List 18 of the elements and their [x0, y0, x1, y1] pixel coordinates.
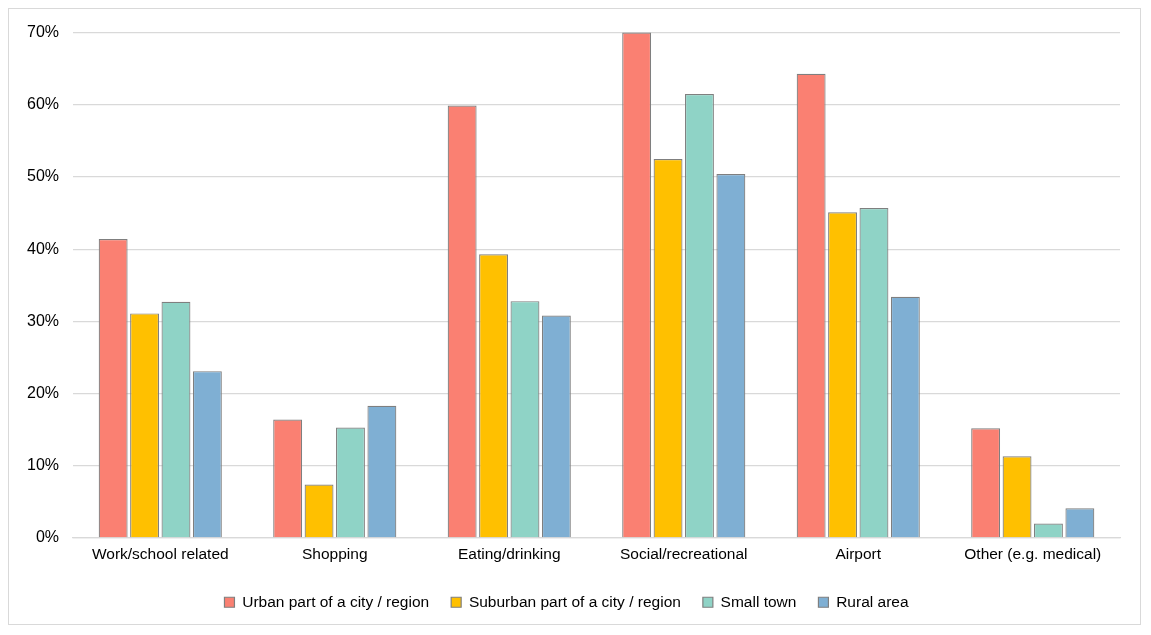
x-tick-label: Other (e.g. medical): [964, 545, 1102, 563]
y-tick-label: 60%: [26, 95, 60, 113]
x-tick-label: Airport: [835, 545, 882, 563]
legend-label: Urban part of a city / region: [242, 592, 430, 610]
y-tick-label: 30%: [26, 311, 60, 329]
x-tick-label: Eating/drinking: [457, 545, 561, 563]
y-tick-label: 20%: [26, 383, 60, 401]
legend-label: Rural area: [836, 592, 909, 610]
legend-label: Small town: [720, 592, 797, 610]
y-tick-label: 10%: [26, 456, 60, 474]
y-tick-label: 40%: [26, 239, 60, 257]
x-tick-label: Shopping: [302, 545, 368, 563]
y-tick-label: 50%: [26, 167, 60, 185]
x-tick-label: Social/recreational: [620, 545, 748, 563]
legend-label: Suburban part of a city / region: [468, 592, 681, 610]
y-tick-label: 70%: [26, 23, 60, 41]
y-tick-label: 0%: [35, 528, 60, 546]
x-tick-label: Work/school related: [91, 545, 229, 563]
